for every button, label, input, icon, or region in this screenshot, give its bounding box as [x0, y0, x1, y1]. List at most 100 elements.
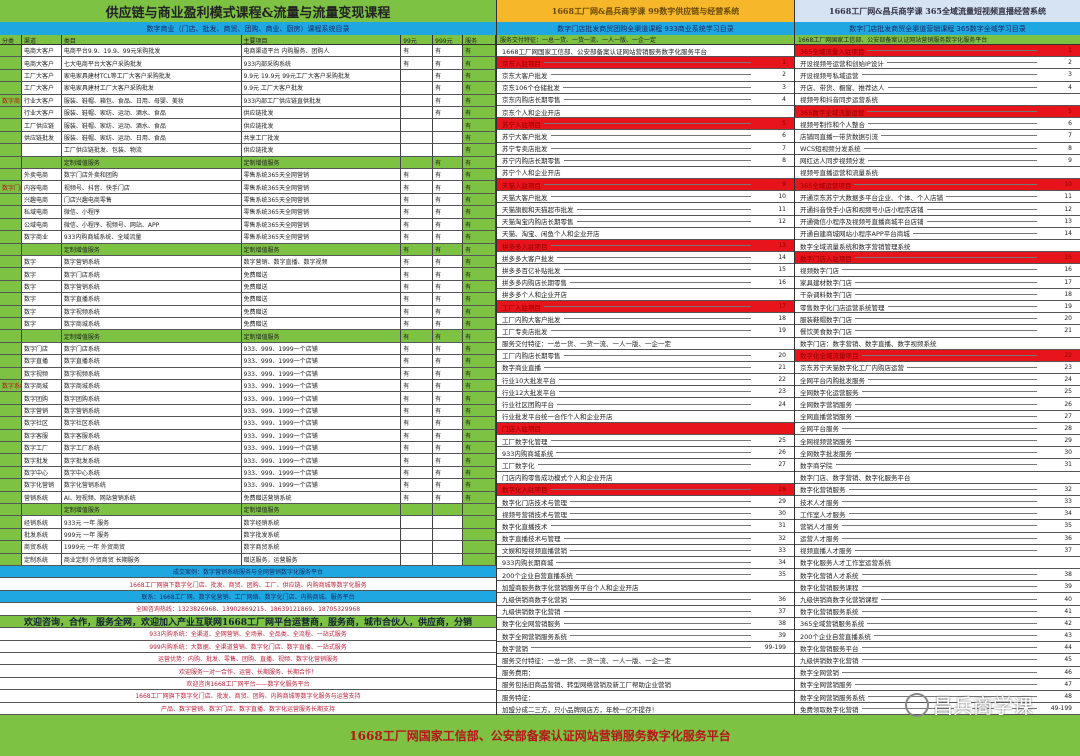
- leader-line: [861, 391, 1037, 393]
- list-item: 工厂专卖店批发 19: [497, 325, 794, 338]
- list-item-label: 行业社区团购平台: [502, 401, 554, 410]
- table-cell: 有: [433, 206, 464, 218]
- leader-line: [946, 196, 1037, 198]
- table-cell: 有: [463, 367, 496, 379]
- list-item-label: 天猫大客户批发: [502, 193, 548, 202]
- table-cell: 有: [433, 82, 464, 94]
- list-item-label: 九级供销数字化营销: [800, 656, 859, 665]
- watermark-text: 昌兵商学课: [933, 694, 1033, 718]
- list-item: 数字化营销服务 32: [795, 484, 1080, 496]
- table-cell: 数字: [22, 305, 62, 317]
- table-row: 数字 数字营销系统 数字营销、数字直播、数字视频有有有: [0, 255, 496, 269]
- list-item-number: 2: [782, 71, 786, 79]
- list-item-number: 23: [778, 388, 786, 396]
- table-cell: 服装、鞋帽、箱包、食品、日用、母婴、美妆: [62, 94, 242, 106]
- list-item-number: 42: [1064, 619, 1072, 627]
- list-item-number: 27: [1064, 412, 1072, 420]
- list-item-number: 11: [1064, 193, 1072, 201]
- table-row: 数字团购 数字团购系统 933、999、1999一个店铺有有有: [0, 392, 496, 405]
- table-cell: [0, 218, 22, 231]
- list-item-label: 数字全网营销服务: [800, 681, 852, 690]
- table-cell: 数字系统: [0, 379, 22, 392]
- list-item: 数字化营销服务系统 41: [795, 606, 1080, 618]
- table-cell: 数字商业: [22, 231, 62, 243]
- list-item: 数字化全域流量项目 22: [795, 349, 1080, 362]
- list-item-number: 44: [1064, 644, 1072, 652]
- list-item: 视频直播人才服务 37: [795, 545, 1080, 557]
- table-cell: 有: [463, 379, 496, 392]
- table-row: 工厂大客户 家电家具建材工厂大客户采购批发 9.9元 工厂大客户批发 有有: [0, 82, 496, 95]
- list-item-label: 拼多多大客户批发: [502, 254, 554, 263]
- leader-line: [907, 366, 1037, 368]
- table-cell: [0, 553, 22, 566]
- list-item-number: 32: [1064, 485, 1072, 493]
- table-cell: [401, 156, 434, 169]
- list-item-label: 拼多多个人和企业开店: [502, 291, 567, 300]
- table-cell: 有: [401, 181, 434, 193]
- table-cell: 数字: [22, 293, 62, 305]
- leader-line: [550, 135, 751, 137]
- list-item-label: 1668工厂网国家工信部、公安部备案认证网站营销服务数字化服务平台: [502, 47, 708, 56]
- table-cell: 数字商城系统: [62, 317, 242, 330]
- table-row: 数字社区 数字社区系统 933、999、1999一个店铺有有有: [0, 417, 496, 430]
- table-cell: 电商大客户: [22, 57, 62, 69]
- table-cell: 有: [401, 255, 434, 268]
- leader-line: [550, 74, 751, 76]
- table-cell: 有: [463, 417, 496, 429]
- leader-line: [556, 561, 751, 563]
- table-cell: 数字视频: [22, 367, 62, 379]
- list-item-label: 视频数字门店: [800, 266, 839, 275]
- table-cell: [401, 107, 434, 119]
- table-cell: 有: [463, 119, 496, 131]
- table-cell: [463, 541, 496, 553]
- table-cell: 数字视频系统: [62, 305, 242, 317]
- table-cell: 服装、鞋帽、家纺、运动、酒水、食品: [62, 107, 242, 119]
- table-cell: [433, 131, 464, 144]
- list-item: 数字全网营销服务系统 39: [497, 630, 794, 643]
- table-cell: 有: [401, 404, 434, 417]
- leader-line: [848, 488, 1037, 490]
- leader-line: [855, 549, 1037, 551]
- list-item: 数字门店入驻项目 15: [795, 252, 1080, 265]
- list-item: 全网数字化运营服务 25: [795, 386, 1080, 399]
- table-cell: 零售系统365天全网营销: [242, 218, 402, 231]
- table-cell: 有: [401, 429, 434, 441]
- leader-line: [855, 330, 1037, 332]
- table-cell: 有: [463, 305, 496, 317]
- table-cell: 行业大客户: [22, 107, 62, 119]
- list-item-label: 店铺同直播一带货数据引流: [800, 132, 878, 141]
- list-item-label: 数字化全网营销服务: [502, 620, 561, 629]
- table-cell: 有: [433, 156, 464, 169]
- list-item-label: WCS短视频分发系统: [800, 145, 861, 154]
- table-cell: 数字工厂: [22, 442, 62, 454]
- table-cell: 商贸系统: [22, 541, 62, 553]
- list-item-label: 365数字全域流量运营: [800, 108, 865, 117]
- list-item-label: 京东内购店长期零售: [502, 96, 561, 105]
- list-item-label: 天猫淘宝内购店长期零售: [502, 218, 574, 227]
- table-cell: 赠送服务，运营服务: [242, 553, 402, 566]
- leader-line: [544, 366, 751, 368]
- leader-line: [570, 635, 751, 637]
- list-item: 数字全网营销服务系统 48: [795, 691, 1080, 704]
- table-cell: 数字批发系统: [62, 454, 242, 466]
- list-item: 行业社区团购平台 24: [497, 398, 794, 411]
- table-row: 数字 数字门店系统 免费赠送有有有: [0, 268, 496, 281]
- table-cell: 定制增值服务: [242, 156, 402, 169]
- list-item-number: 4: [1068, 83, 1072, 91]
- list-item-label: 200个企业自营直播系统: [502, 571, 573, 580]
- table-cell: 933、999、1999一个店铺: [242, 342, 402, 355]
- table-cell: 数字经销系统: [242, 516, 402, 528]
- table-cell: 公域电商: [22, 218, 62, 231]
- table-cell: 有: [463, 94, 496, 106]
- list-item: 九级供销数字化营销 37: [497, 606, 794, 618]
- list-item-number: 1: [1068, 47, 1072, 55]
- list-item-number: 1: [782, 59, 786, 67]
- list-item-number: 14: [778, 254, 786, 262]
- list-item-label: 视频号制作和个人整合: [800, 120, 865, 129]
- list-item-number: 5: [782, 120, 786, 128]
- leader-line: [563, 537, 751, 539]
- table-cell: 数字门店系统: [62, 268, 242, 280]
- list-item-number: 4: [782, 95, 786, 103]
- list-item: 数字商学院 31: [795, 459, 1080, 472]
- table-cell: [433, 504, 464, 516]
